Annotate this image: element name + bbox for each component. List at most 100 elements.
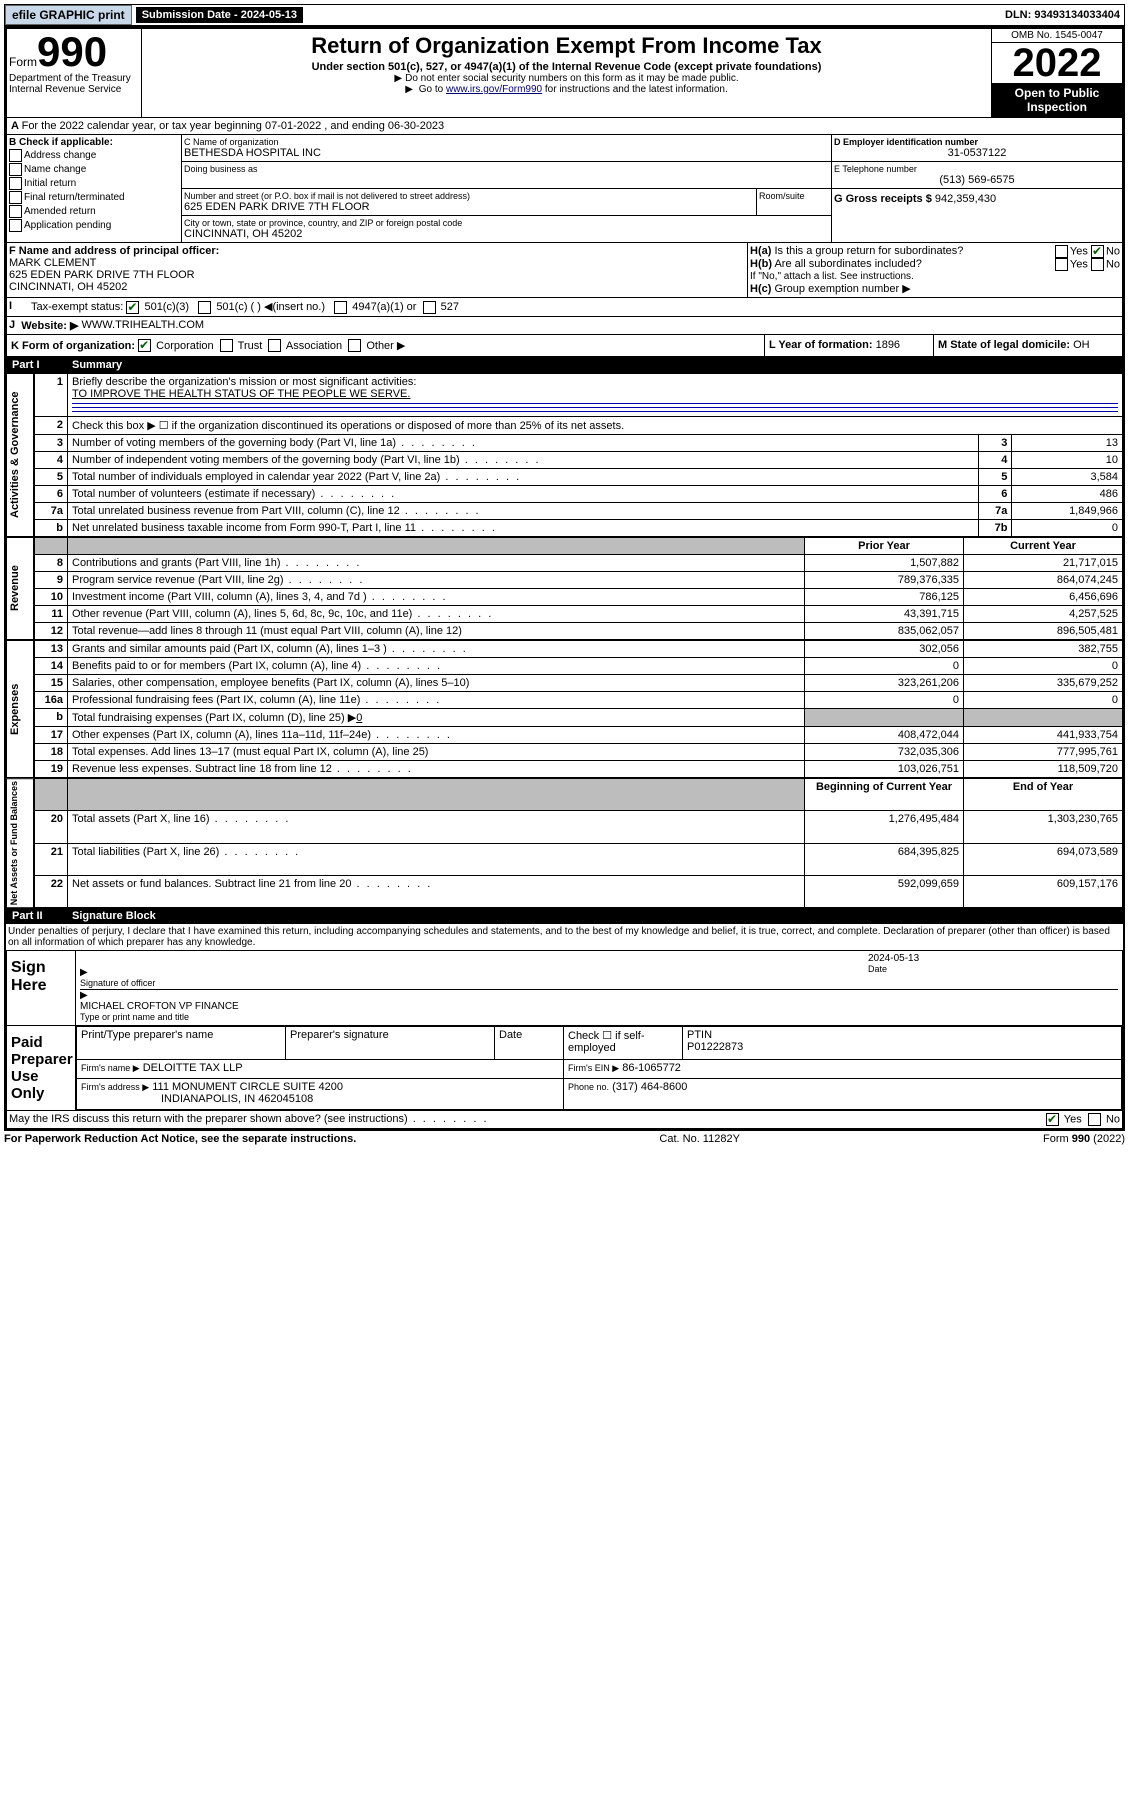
l18-prior: 732,035,306 [805, 744, 964, 761]
l11-prior: 43,391,715 [805, 606, 964, 623]
chk-corp[interactable] [138, 339, 151, 352]
col-end: End of Year [964, 779, 1123, 811]
l3-text: Number of voting members of the governin… [68, 435, 979, 452]
pra-notice: For Paperwork Reduction Act Notice, see … [4, 1133, 356, 1145]
l10-prior: 786,125 [805, 589, 964, 606]
col-curr: Current Year [964, 538, 1123, 555]
chk-4947[interactable] [334, 301, 347, 314]
hb-no[interactable] [1091, 258, 1104, 271]
chk-amended[interactable]: Amended return [9, 205, 179, 218]
discuss-row: May the IRS discuss this return with the… [6, 1111, 1123, 1129]
ha-yes[interactable] [1055, 245, 1068, 258]
klm-row: K Form of organization: Corporation Trus… [6, 335, 1123, 358]
firm-name: DELOITTE TAX LLP [143, 1062, 243, 1074]
tax-website-row: I Tax-exempt status: 501(c)(3) 501(c) ( … [6, 298, 1123, 317]
box-m: M State of legal domicile: OH [933, 335, 1122, 357]
h-note: If "No," attach a list. See instructions… [750, 271, 1120, 282]
efile-print-button[interactable]: efile GRAPHIC print [5, 5, 132, 25]
chk-501c[interactable] [198, 301, 211, 314]
l14-prior: 0 [805, 658, 964, 675]
city-label: City or town, state or province, country… [184, 218, 829, 228]
sidecat-exp: Expenses [6, 640, 34, 778]
l18-text: Total expenses. Add lines 13–17 (must eq… [68, 744, 805, 761]
firm-addr-label: Firm's address ▶ [81, 1082, 149, 1092]
firm-city: INDIANAPOLIS, IN 462045108 [81, 1093, 313, 1105]
paid-preparer-block: Paid Preparer Use Only Print/Type prepar… [6, 1026, 1123, 1111]
ha-label: Is this a group return for subordinates? [774, 245, 963, 257]
l15-text: Salaries, other compensation, employee b… [68, 675, 805, 692]
chk-501c3[interactable] [126, 301, 139, 314]
chk-initial[interactable]: Initial return [9, 177, 179, 190]
phone-label: E Telephone number [834, 164, 1120, 174]
form-subtitle: Under section 501(c), 527, or 4947(a)(1)… [146, 61, 987, 73]
firm-addr: 111 MONUMENT CIRCLE SUITE 4200 [152, 1081, 343, 1093]
chk-application[interactable]: Application pending [9, 219, 179, 232]
tax-year: 2022 [992, 43, 1122, 83]
ha-no[interactable] [1091, 245, 1104, 258]
l12-prior: 835,062,057 [805, 623, 964, 640]
l17-curr: 441,933,754 [964, 727, 1123, 744]
chk-name[interactable]: Name change [9, 163, 179, 176]
org-city: CINCINNATI, OH 45202 [184, 228, 829, 240]
part2-title: Signature Block [72, 910, 156, 922]
self-emp-label: Check ☐ if self-employed [564, 1027, 683, 1060]
l8-prior: 1,507,882 [805, 555, 964, 572]
website-row: J Website: ▶ WWW.TRIHEALTH.COM [6, 317, 1123, 335]
firm-ein-label: Firm's EIN ▶ [568, 1063, 619, 1073]
l10-text: Investment income (Part VIII, column (A)… [68, 589, 805, 606]
chk-trust[interactable] [220, 339, 233, 352]
top-bar: efile GRAPHIC print Submission Date - 20… [4, 4, 1125, 26]
expenses-section: Expenses 13Grants and similar amounts pa… [6, 640, 1123, 778]
box-b-label: B Check if applicable: [9, 137, 113, 148]
part1-header: Part I Summary [6, 357, 1123, 373]
chk-other[interactable] [348, 339, 361, 352]
l22-text: Net assets or fund balances. Subtract li… [68, 876, 805, 908]
sidecat-na: Net Assets or Fund Balances [6, 778, 34, 908]
chk-final[interactable]: Final return/terminated [9, 191, 179, 204]
goto-pre: Go to [419, 84, 446, 95]
l22-end: 609,157,176 [964, 876, 1123, 908]
open-public: Open to Public Inspection [992, 83, 1122, 117]
goto-post: for instructions and the latest informat… [542, 84, 728, 95]
l11-text: Other revenue (Part VIII, column (A), li… [68, 606, 805, 623]
box-f: F Name and address of principal officer:… [7, 243, 747, 297]
form-container: Form990 Department of the Treasury Inter… [4, 26, 1125, 1131]
form-title: Return of Organization Exempt From Incom… [146, 33, 987, 59]
year-formation: 1896 [876, 339, 900, 351]
sign-here-block: Sign Here ▶Signature of officer 2024-05-… [6, 950, 1123, 1026]
l19-curr: 118,509,720 [964, 761, 1123, 778]
officer-name-title: MICHAEL CROFTON VP FINANCE [80, 1001, 239, 1012]
irs-link[interactable]: www.irs.gov/Form990 [446, 84, 542, 95]
discuss-no[interactable] [1088, 1113, 1101, 1126]
dept-treasury: Department of the Treasury Internal Reve… [9, 73, 139, 95]
l8-text: Contributions and grants (Part VIII, lin… [68, 555, 805, 572]
chk-assoc[interactable] [268, 339, 281, 352]
ein-label: D Employer identification number [834, 137, 1120, 147]
col-prior: Prior Year [805, 538, 964, 555]
l17-text: Other expenses (Part IX, column (A), lin… [68, 727, 805, 744]
firm-ein: 86-1065772 [622, 1062, 681, 1074]
tax-status: Tax-exempt status: 501(c)(3) 501(c) ( ) … [29, 298, 1122, 316]
discuss-yes[interactable] [1046, 1113, 1059, 1126]
officer-addr2: CINCINNATI, OH 45202 [9, 281, 745, 293]
chk-527[interactable] [423, 301, 436, 314]
ptin-label: PTIN [687, 1029, 712, 1041]
l12-text: Total revenue—add lines 8 through 11 (mu… [68, 623, 805, 640]
l4-val: 10 [1012, 452, 1123, 469]
header-right: OMB No. 1545-0047 2022 Open to Public In… [991, 29, 1122, 117]
form-number: 990 [37, 28, 107, 75]
room-suite: Room/suite [756, 189, 831, 215]
part2-header: Part II Signature Block [6, 908, 1123, 924]
l13-prior: 302,056 [805, 641, 964, 658]
addr-label: Number and street (or P.O. box if mail i… [184, 191, 754, 201]
gross-label: G Gross receipts $ [834, 193, 932, 205]
part2-num: Part II [12, 910, 72, 922]
firm-phone: (317) 464-8600 [612, 1081, 687, 1093]
period-line: A For the 2022 calendar year, or tax yea… [6, 118, 1123, 135]
l18-curr: 777,995,761 [964, 744, 1123, 761]
chk-address[interactable]: Address change [9, 149, 179, 162]
period-text: For the 2022 calendar year, or tax year … [22, 120, 445, 132]
sig-officer-label: Signature of officer [80, 978, 155, 988]
officer-name: MARK CLEMENT [9, 257, 745, 269]
hb-yes[interactable] [1055, 258, 1068, 271]
